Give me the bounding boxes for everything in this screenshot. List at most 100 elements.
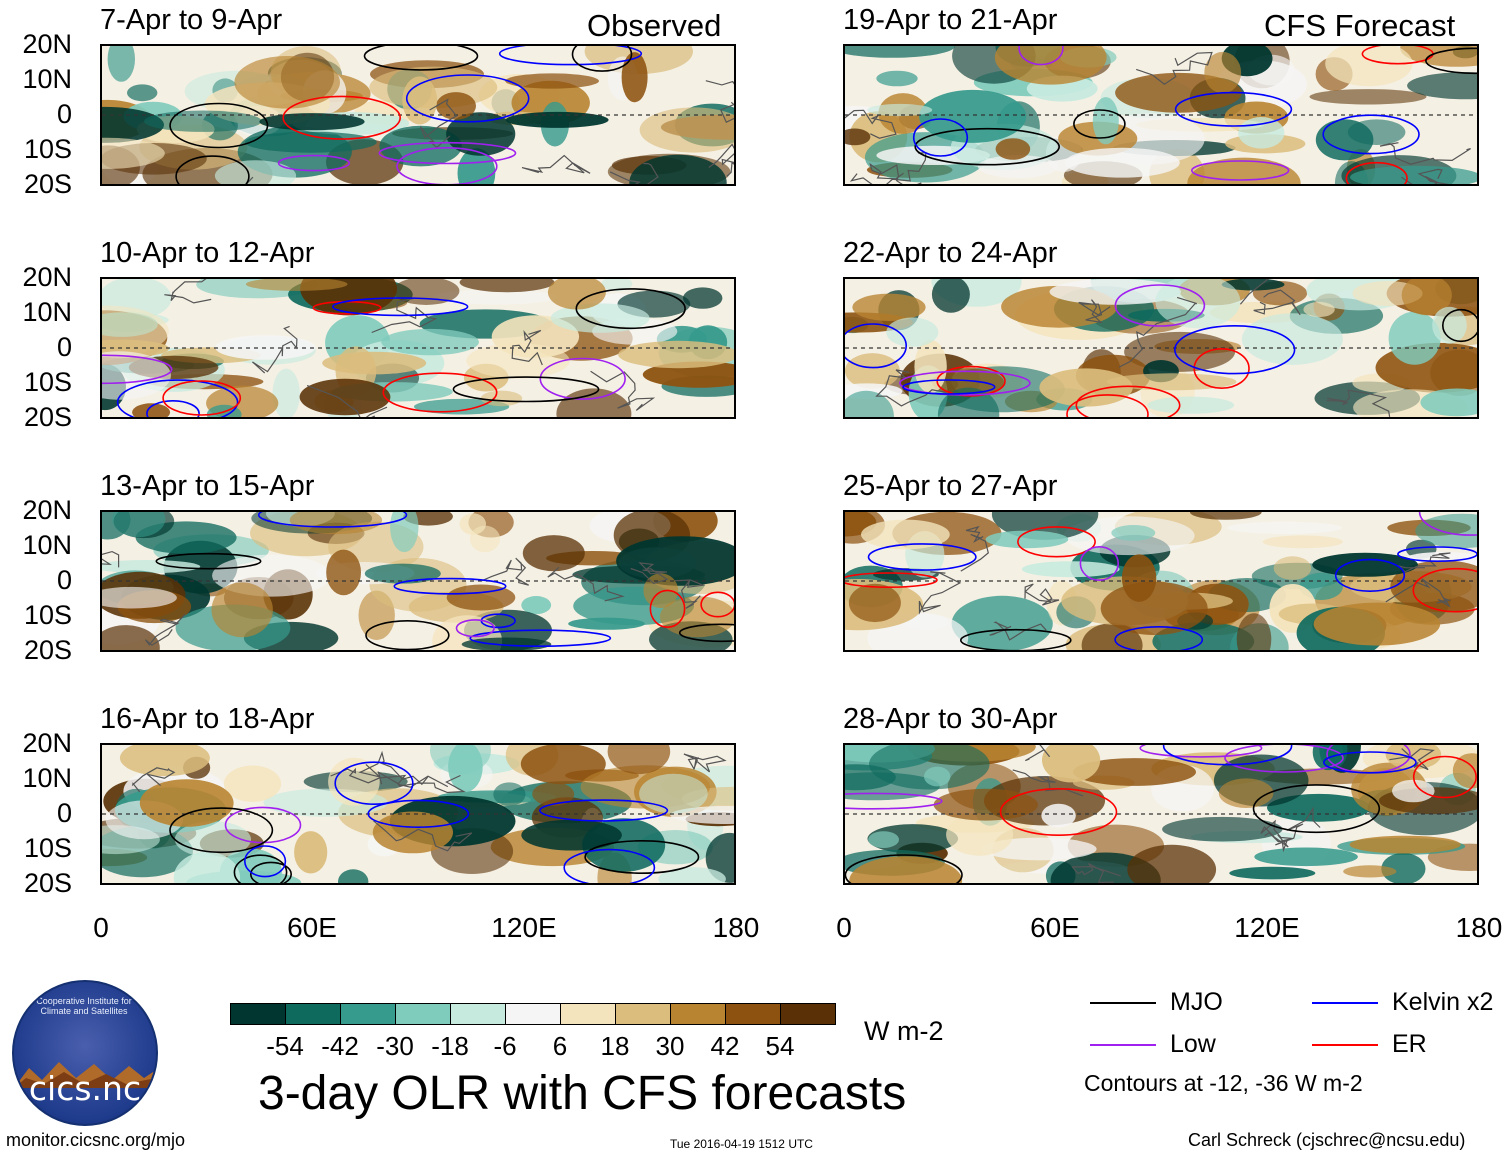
olr-anomaly-blob: [364, 563, 441, 584]
coastline: [511, 329, 543, 366]
olr-map: [845, 46, 1477, 184]
y-tick-label: 20S: [23, 169, 72, 199]
colorbar-label: -30: [376, 1031, 414, 1061]
olr-anomaly-blob: [1273, 556, 1312, 580]
olr-anomaly-blob: [861, 519, 950, 550]
colorbar-swatch: [340, 1003, 396, 1025]
colorbar-label: -42: [321, 1031, 359, 1061]
olr-anomaly-blob: [946, 813, 1014, 856]
y-tick-label: 20N: [22, 262, 72, 292]
wave-contour: [1412, 567, 1477, 613]
olr-anomaly-blob: [849, 856, 963, 883]
olr-anomaly-blob: [1162, 816, 1283, 842]
olr-anomaly-blob: [981, 837, 1097, 861]
y-tick-label: 10S: [23, 134, 72, 164]
olr-anomaly-blob: [1241, 313, 1343, 365]
colorbar-swatch: [615, 1003, 671, 1025]
wave-contour: [162, 380, 242, 416]
olr-anomaly-blob: [845, 390, 894, 417]
wave-contour: [678, 623, 734, 643]
wave-contour: [649, 589, 686, 629]
olr-anomaly-blob: [886, 317, 939, 347]
wave-contour: [1425, 47, 1477, 75]
wave-contour: [899, 370, 1031, 396]
olr-anomaly-blob: [995, 138, 1031, 160]
olr-anomaly-blob: [1127, 844, 1217, 883]
logo-arc-text: Cooperative Institute for Climate and Sa…: [36, 996, 132, 1016]
olr-anomaly-blob: [932, 368, 1004, 397]
wave-contour: [1323, 751, 1417, 774]
olr-anomaly-blob: [1303, 301, 1335, 318]
wave-contour: [363, 46, 479, 71]
coastline: [918, 571, 962, 615]
wave-contour: [584, 840, 700, 875]
olr-anomaly-blob: [618, 340, 734, 369]
coastline: [590, 370, 656, 411]
wave-contour: [277, 154, 350, 172]
coastline: [164, 279, 212, 304]
y-tick-label: 20N: [22, 29, 72, 59]
wave-contour: [999, 787, 1118, 837]
olr-anomaly-blob: [493, 782, 526, 807]
olr-anomaly-blob: [547, 279, 606, 310]
wave-contour: [845, 572, 938, 588]
contour-note: Contours at -12, -36 W m-2: [1084, 1070, 1363, 1096]
olr-anomaly-blob: [448, 745, 483, 792]
olr-anomaly-blob: [139, 779, 234, 827]
colorbar-label: 18: [600, 1031, 630, 1061]
wave-contour: [282, 95, 401, 140]
olr-anomaly-blob: [1385, 745, 1442, 770]
wave-contour: [367, 799, 470, 829]
olr-anomaly-blob: [933, 788, 1038, 821]
colorbar-unit: W m-2: [864, 1016, 944, 1046]
coastline: [1253, 289, 1301, 316]
olr-anomaly-blob: [845, 128, 871, 146]
olr-anomaly-blob: [326, 549, 361, 596]
coastline: [609, 162, 659, 184]
wave-contour: [1252, 784, 1381, 834]
wave-contour: [146, 400, 200, 417]
colorbar-label: 54: [765, 1031, 795, 1061]
wave-contour: [378, 141, 517, 165]
olr-anomaly-blob: [868, 831, 899, 848]
olr-anomaly-blob: [1221, 279, 1285, 291]
olr-anomaly-blob: [102, 351, 171, 400]
wave-contour: [250, 861, 292, 883]
olr-anomaly-blob: [521, 596, 552, 615]
observed-header: Observed: [587, 8, 722, 43]
olr-anomaly-blob: [876, 70, 918, 87]
olr-anomaly-blob: [1432, 306, 1467, 344]
coastline: [306, 384, 388, 417]
coastline: [1275, 806, 1321, 853]
panel-title: 19-Apr to 21-Apr: [843, 4, 1058, 36]
olr-anomaly-blob: [1039, 368, 1133, 407]
legend-label-low: Low: [1170, 1030, 1216, 1058]
coastline: [144, 613, 186, 646]
x-tick-label: 60E: [1030, 912, 1080, 943]
colorbar-swatch: [285, 1003, 341, 1025]
y-tick-label: 0: [56, 565, 72, 595]
olr-anomaly-blob: [1042, 745, 1101, 783]
colorbar-label: 6: [552, 1031, 568, 1061]
olr-anomaly-blob: [924, 766, 951, 787]
y-tick-label: 10S: [23, 600, 72, 630]
y-tick-label: 10N: [22, 297, 72, 327]
wave-contour: [334, 761, 414, 806]
legend-label-mjo: MJO: [1170, 988, 1223, 1016]
olr-anomaly-blob: [402, 76, 438, 125]
olr-anomaly-blob: [532, 782, 575, 806]
olr-anomaly-blob: [379, 125, 462, 167]
olr-anomaly-blob: [1415, 513, 1477, 549]
olr-map: [102, 512, 734, 650]
footer-url[interactable]: monitor.cicsnc.org/mjo: [6, 1130, 186, 1150]
wave-contour: [169, 102, 269, 149]
coastline: [1012, 769, 1084, 797]
y-tick-label: 10N: [22, 763, 72, 793]
olr-anomaly-blob: [845, 353, 900, 389]
olr-anomaly-blob: [102, 586, 177, 609]
wave-contour: [845, 854, 963, 883]
olr-anomaly-blob: [1238, 117, 1285, 149]
olr-anomaly-blob: [1347, 119, 1406, 145]
map-panel: [100, 510, 736, 652]
olr-anomaly-blob: [1155, 279, 1241, 329]
